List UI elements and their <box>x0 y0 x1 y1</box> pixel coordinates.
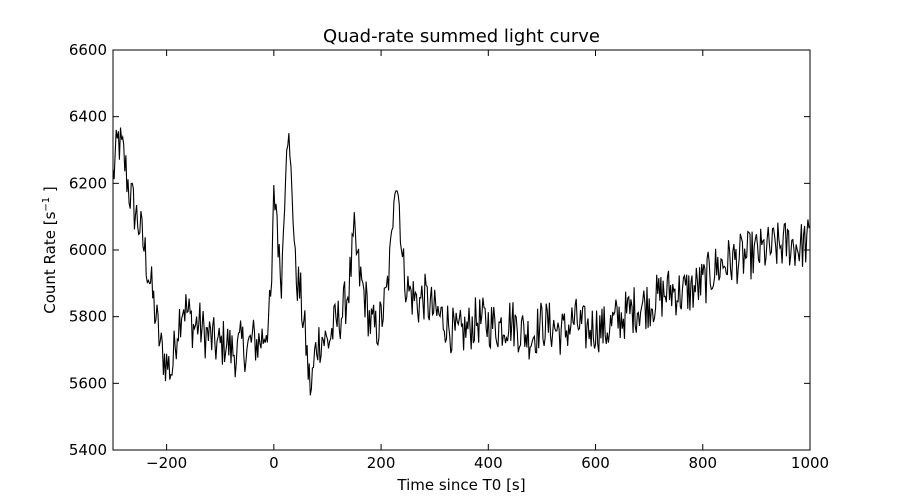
y-axis-label: Count Rate [s−1 ] <box>41 186 59 314</box>
x-tick-label: 1000 <box>791 454 829 472</box>
x-axis-label: Time since T0 [s] <box>396 476 525 494</box>
x-tick-label: 800 <box>688 454 717 472</box>
series-line <box>112 127 811 396</box>
y-axis-label-suffix: ] <box>41 186 59 197</box>
x-tick-label: 600 <box>581 454 610 472</box>
y-tick-label: 5400 <box>69 441 107 459</box>
x-tick-label: 200 <box>367 454 396 472</box>
plot-area <box>112 127 811 396</box>
y-axis-label-main: Count Rate [s <box>41 211 59 313</box>
plot-frame <box>112 49 811 451</box>
y-tick-label: 5800 <box>69 308 107 326</box>
y-tick-label: 6000 <box>69 241 107 259</box>
x-tick-label: 0 <box>269 454 279 472</box>
x-tick-label: −200 <box>146 454 187 472</box>
tick-labels: −200 0 200 400 600 800 1000 5400 5600 5800 6000 620… <box>69 41 829 472</box>
y-tick-label: 6400 <box>69 108 107 126</box>
y-axis-label-superscript: −1 <box>41 197 52 212</box>
axis-ticks <box>113 49 811 451</box>
x-tick-label: 400 <box>474 454 503 472</box>
y-tick-label: 5600 <box>69 374 107 392</box>
y-tick-label: 6600 <box>69 41 107 59</box>
y-tick-label: 6200 <box>69 174 107 192</box>
chart-title: Quad-rate summed light curve <box>323 26 600 47</box>
